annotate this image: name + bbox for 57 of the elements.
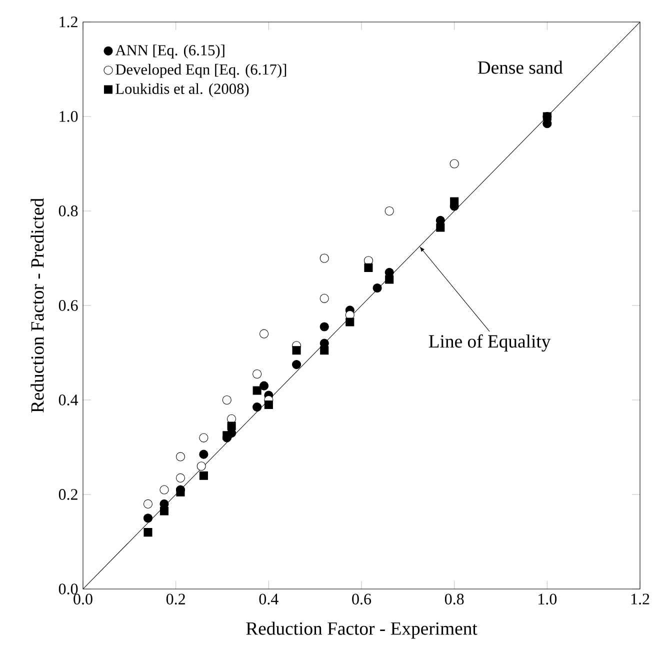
y-tick-label: 0.4 [58,394,78,406]
point [450,197,459,206]
point [259,381,269,390]
point [199,433,208,442]
point [143,514,153,523]
y-axis-title: Reduction Factor - Predicted [30,198,44,413]
legend-label: Loukidis et al. (2008) [116,83,249,98]
point [259,329,269,338]
legend-label: Developed Eqn [Eq. (6.17)] [116,64,286,78]
y-tick-label: 0.2 [58,489,78,500]
point [292,346,301,355]
point [222,395,232,405]
point [364,263,373,272]
legend-label: ANN [Eq. (6.15)] [115,44,224,58]
x-tick-label: 0.6 [352,594,372,605]
point [176,473,186,482]
y-tick-label: 0.6 [58,300,78,311]
point [199,471,208,480]
point [264,400,273,409]
point [542,112,552,121]
point [384,206,394,216]
y-tick-label: 1.0 [60,111,78,122]
point [252,402,262,412]
point [176,488,185,496]
x-tick-label: 0.8 [444,594,464,605]
point [227,422,236,430]
point [346,318,354,326]
y-tick-label: 0.0 [58,584,78,594]
point [222,431,232,440]
point [436,223,445,232]
point [320,322,329,332]
y-tick-label: 0.8 [58,206,78,216]
point [176,452,186,462]
point [144,528,152,537]
point [252,386,262,395]
point [320,346,329,355]
annotation: Dense sand [478,60,563,74]
point [320,254,329,263]
point [199,450,208,459]
point [196,462,206,471]
x-tick-label: 1.0 [538,594,557,605]
x-tick-label: 0.0 [74,594,92,605]
point [372,283,382,293]
x-tick-label: 0.4 [259,594,278,605]
point [320,294,329,303]
point [160,506,168,516]
point [143,499,153,508]
x-axis-title: Reduction Factor - Experiment [246,622,478,639]
point [292,360,302,370]
point [160,485,169,494]
point [385,275,394,284]
y-tick-label: 1.2 [60,16,78,28]
point [252,369,262,379]
x-tick-label: 1.2 [631,594,650,605]
annotation: Line of Equality [428,334,551,352]
point [450,159,459,168]
x-tick-label: 0.2 [166,594,185,605]
